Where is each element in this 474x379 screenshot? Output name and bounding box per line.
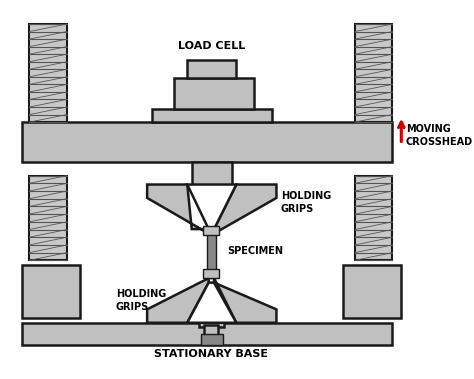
Bar [199,318,224,327]
Bar [203,226,219,235]
Bar [343,265,401,318]
Bar [22,265,80,318]
Bar [201,334,223,345]
Bar [29,24,67,122]
Bar [22,323,392,345]
Bar [152,109,272,122]
Polygon shape [214,278,276,323]
Bar [355,24,392,122]
Text: HOLDING
GRIPS: HOLDING GRIPS [116,289,166,312]
Text: HOLDING
GRIPS: HOLDING GRIPS [281,191,331,213]
Bar [204,326,219,336]
Text: MOVING
CROSSHEAD: MOVING CROSSHEAD [406,124,473,147]
Polygon shape [187,283,237,323]
Bar [29,175,67,260]
Text: SPECIMEN: SPECIMEN [228,246,283,257]
Text: LOAD CELL: LOAD CELL [178,41,245,51]
Bar [174,78,254,109]
Bar [22,122,392,162]
Polygon shape [147,185,209,233]
Bar [187,60,237,78]
Polygon shape [214,185,276,233]
Polygon shape [187,185,237,229]
Bar [203,269,219,278]
Text: STATIONARY BASE: STATIONARY BASE [155,349,268,359]
Bar [191,162,232,185]
Bar [355,175,392,260]
Polygon shape [147,278,209,323]
Bar [201,185,223,198]
Bar [207,229,216,278]
